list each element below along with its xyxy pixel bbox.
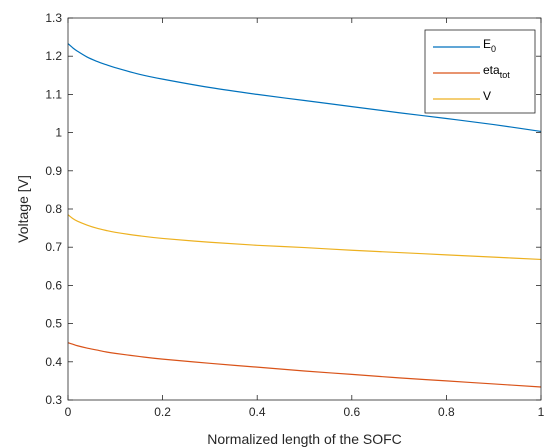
- y-tick-label: 1.2: [45, 49, 62, 63]
- y-tick-label: 1: [55, 126, 62, 140]
- legend-box: [424, 29, 536, 114]
- legend-name: eta: [483, 63, 500, 77]
- legend: E0 etatot V: [424, 29, 536, 114]
- axes-layer: 0 0.2 0.4 0.6 0.8 1 0.3 0.4 0.5 0.6 0.7 0.8 0.9 1 1.1 1…: [45, 11, 544, 419]
- series-line-2: [67, 342, 542, 388]
- y-tick-label: 1.3: [45, 11, 62, 25]
- y-axis-title: Voltage [V]: [15, 175, 31, 243]
- series-line-3: [67, 214, 542, 261]
- x-tick-label: 0.6: [343, 405, 360, 419]
- y-tick-label: 0.8: [45, 202, 62, 216]
- y-tick-label: 0.9: [45, 164, 62, 178]
- y-tick-label: 0.7: [45, 240, 62, 254]
- x-tick-label: 0.4: [249, 405, 266, 419]
- x-axis-title: Normalized length of the SOFC: [207, 431, 402, 447]
- legend-subscript: 0: [491, 44, 496, 54]
- y-tick-label: 0.3: [45, 393, 62, 407]
- legend-label-1: E0: [483, 37, 496, 54]
- x-tick-label: 0: [65, 405, 72, 419]
- legend-label-2: etatot: [483, 63, 510, 80]
- x-tick-label: 0.8: [438, 405, 455, 419]
- y-tick-label: 0.4: [45, 355, 62, 369]
- y-tick-label: 0.6: [45, 278, 62, 292]
- series-layer: [67, 43, 542, 388]
- x-tick-label: 1: [538, 405, 544, 419]
- legend-label-3: V: [483, 89, 491, 103]
- y-tick-label: 1.1: [45, 87, 62, 101]
- legend-name: V: [483, 89, 491, 103]
- y-tick-label: 0.5: [45, 317, 62, 331]
- series-line-1: [67, 43, 542, 133]
- x-tick-label: 0.2: [154, 405, 171, 419]
- legend-subscript: tot: [500, 70, 511, 80]
- legend-name: E: [483, 37, 491, 51]
